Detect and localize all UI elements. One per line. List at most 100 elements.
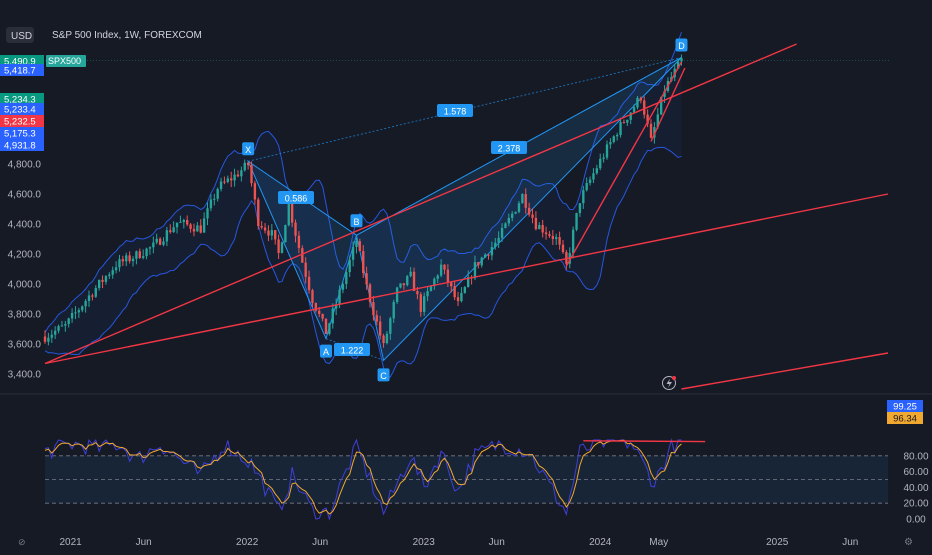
candle-body	[521, 194, 524, 204]
ratio-ab-label-badge	[278, 191, 314, 204]
candle-body	[497, 237, 500, 243]
point-x-label-badge	[242, 142, 255, 156]
candle-body	[429, 285, 433, 292]
candle-body	[351, 246, 355, 260]
candle-body	[301, 248, 304, 263]
candle-body	[348, 259, 351, 273]
candle-body	[87, 295, 91, 302]
candle-body	[615, 135, 619, 137]
axes: 4,800.0 4,600.0 4,400.0 4,200.0 4,000.0 3,800…	[0, 55, 929, 548]
candle-body	[209, 199, 213, 209]
candle-body	[402, 283, 406, 286]
trendline-5[interactable]	[681, 352, 889, 390]
candle-body	[145, 248, 148, 257]
candle-body	[676, 61, 680, 69]
candle-body	[514, 211, 517, 214]
oscillator-pane	[44, 438, 888, 521]
candle-body	[395, 287, 399, 302]
candle-body	[179, 221, 182, 223]
osc-k-line	[44, 438, 682, 521]
candle-body	[439, 264, 443, 276]
price-badge-bg	[0, 139, 44, 151]
candle-body	[182, 220, 185, 222]
candle-body	[328, 323, 331, 334]
candle-body	[318, 310, 321, 314]
ratio-ad-label: 1.578	[444, 107, 467, 117]
alert-icon[interactable]	[662, 376, 677, 390]
candle-body	[365, 273, 368, 285]
trendline-3[interactable]	[565, 61, 683, 267]
candle-body	[619, 122, 622, 136]
date-tick-label: May	[649, 537, 668, 548]
candle-body	[599, 158, 602, 169]
candle-body	[243, 162, 246, 171]
price-tick-label: 3,600.0	[8, 340, 42, 351]
candle-body	[253, 183, 257, 200]
candle-body	[250, 165, 253, 184]
candle-body	[158, 238, 162, 245]
instrument-title: S&P 500 Index, 1W, FOREXCOM	[52, 30, 202, 41]
point-x-label: X	[245, 145, 251, 155]
currency-badge[interactable]	[6, 27, 34, 43]
price-badge-bg	[0, 115, 44, 127]
candle-body	[507, 217, 511, 224]
price-tick-label: 4,600.0	[8, 190, 42, 201]
candle-body	[582, 190, 585, 204]
candle-body	[659, 96, 663, 115]
candle-body	[446, 269, 450, 283]
trendline-2[interactable]	[44, 193, 889, 365]
trendline-4[interactable]	[650, 67, 686, 142]
candle-body	[77, 310, 81, 313]
candle-body	[399, 283, 402, 288]
trendlines[interactable]	[44, 43, 890, 390]
price-tick-label: 3,800.0	[8, 310, 42, 321]
point-a-label-badge	[320, 344, 332, 358]
candle-body	[538, 225, 541, 230]
candle-body	[47, 337, 50, 342]
candle-body	[372, 302, 375, 316]
candle-body	[141, 256, 145, 258]
candle-body	[57, 326, 60, 331]
candle-body	[274, 230, 277, 240]
candle-body	[50, 334, 53, 338]
candle-body	[240, 170, 243, 177]
timezone-icon[interactable]: ⊘	[18, 537, 26, 547]
candle-body	[362, 251, 365, 274]
candle-body	[453, 286, 456, 298]
candle-body	[81, 306, 84, 311]
osc-tick-label: 60.00	[903, 467, 928, 478]
candle-body	[436, 275, 439, 279]
candle-body	[67, 318, 70, 325]
candle-body	[257, 199, 260, 226]
osc-badge-bg	[887, 400, 923, 412]
candle-body	[595, 168, 599, 174]
osc-tick-label: 80.00	[903, 451, 928, 462]
candle-body	[125, 255, 128, 262]
point-b-label-badge	[350, 214, 363, 228]
candle-body	[382, 335, 385, 344]
price-badge-label: 5,234.3	[4, 95, 36, 106]
candle-body	[416, 291, 419, 295]
candle-body	[531, 214, 534, 218]
candle-body	[483, 254, 487, 258]
candle-body	[104, 276, 108, 282]
candle-body	[504, 223, 507, 228]
candle-body	[626, 119, 629, 123]
osc-trendline	[583, 440, 706, 443]
price-badge-label: 5,175.3	[4, 129, 36, 140]
candle-body	[290, 203, 294, 223]
candle-body	[524, 194, 527, 208]
candle-body	[602, 157, 605, 159]
ratio-ab-label: 0.586	[285, 194, 308, 204]
candle-body	[419, 294, 422, 312]
candle-body	[494, 242, 497, 248]
candle-body	[680, 58, 683, 62]
ratio-cd-label: 2.378	[498, 144, 521, 154]
candle-body	[605, 144, 609, 158]
candle-body	[588, 179, 592, 183]
candle-body	[121, 259, 125, 262]
settings-icon[interactable]: ⚙	[904, 537, 913, 548]
candle-body	[656, 114, 659, 128]
